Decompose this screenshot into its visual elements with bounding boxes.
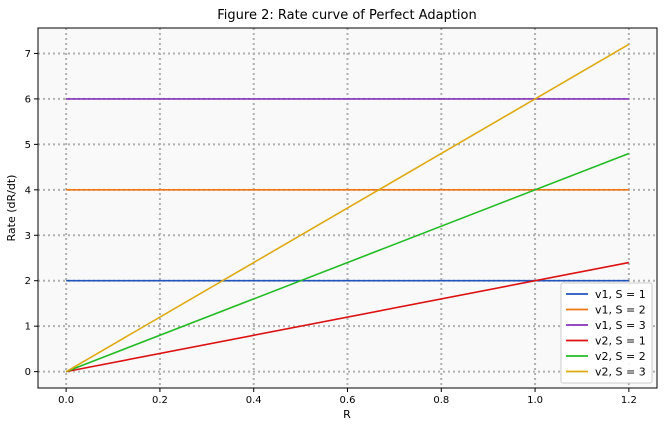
y-tick-label: 3 <box>25 231 31 242</box>
x-tick-label: 0.8 <box>433 395 449 406</box>
series-line <box>65 261 630 373</box>
y-axis-ticks: 0 1 2 3 4 5 6 7 <box>25 49 38 378</box>
y-tick-label: 1 <box>25 322 31 333</box>
legend-label: v1, S = 2 <box>595 304 646 317</box>
legend-label: v1, S = 1 <box>595 288 646 301</box>
y-tick-label: 5 <box>25 140 31 151</box>
legend-label: v2, S = 1 <box>595 335 646 348</box>
series-line <box>65 152 630 373</box>
x-tick-label: 0.2 <box>152 395 168 406</box>
x-axis-label: R <box>343 408 351 421</box>
x-axis-ticks: 0.0 0.2 0.4 0.6 0.8 1.0 1.2 <box>58 388 637 406</box>
y-tick-label: 2 <box>25 276 31 287</box>
x-tick-label: 1.2 <box>621 395 637 406</box>
legend-label: v2, S = 2 <box>595 350 646 363</box>
legend: v1, S = 1 v1, S = 2 v1, S = 3 v2, S = 1 v2, … <box>560 282 653 384</box>
y-tick-label: 7 <box>25 49 31 60</box>
y-axis-label: Rate (dR/dt) <box>5 175 18 242</box>
x-tick-label: 0.4 <box>246 395 262 406</box>
x-tick-label: 0.0 <box>58 395 74 406</box>
y-tick-label: 6 <box>25 94 31 105</box>
legend-label: v2, S = 3 <box>595 366 646 379</box>
x-tick-label: 0.6 <box>340 395 356 406</box>
chart-title: Figure 2: Rate curve of Perfect Adaption <box>217 8 476 23</box>
series-lines <box>65 43 630 373</box>
series-line <box>65 43 630 373</box>
y-tick-label: 4 <box>25 185 31 196</box>
legend-box <box>560 282 653 384</box>
y-tick-label: 0 <box>25 367 31 378</box>
x-tick-label: 1.0 <box>527 395 543 406</box>
legend-label: v1, S = 3 <box>595 319 646 332</box>
